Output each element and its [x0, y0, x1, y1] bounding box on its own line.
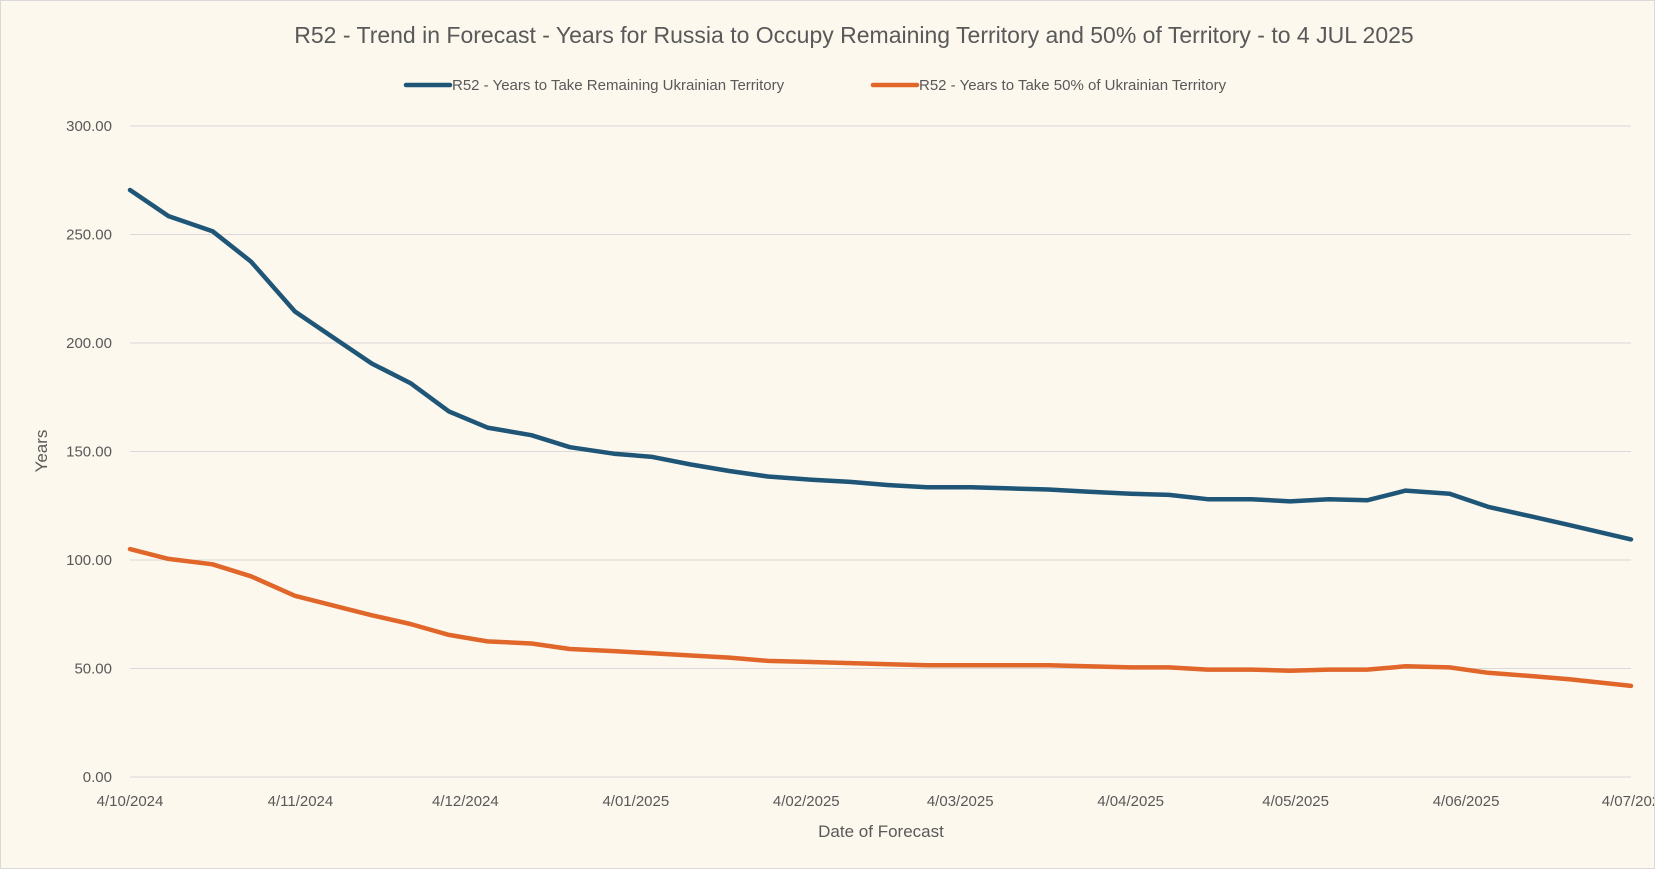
series-line-2[interactable]: [130, 549, 1631, 686]
chart-title: R52 - Trend in Forecast - Years for Russ…: [294, 22, 1413, 48]
legend-item-series-1[interactable]: R52 - Years to Take Remaining Ukrainian …: [406, 77, 785, 94]
x-tick-label: 4/01/2025: [602, 793, 669, 810]
legend-label-series-2: R52 - Years to Take 50% of Ukrainian Ter…: [919, 77, 1227, 94]
x-axis-ticks: 4/10/2024 4/11/2024 4/12/2024 4/01/2025 4/02…: [97, 793, 1654, 810]
x-axis-label: Date of Forecast: [818, 822, 944, 841]
legend: R52 - Years to Take Remaining Ukrainian …: [406, 77, 1227, 94]
x-tick-label: 4/06/2025: [1433, 793, 1500, 810]
y-tick-label: 300.00: [66, 118, 112, 135]
gridlines: [130, 126, 1631, 777]
y-tick-label: 100.00: [66, 552, 112, 569]
y-tick-label: 0.00: [83, 769, 112, 786]
legend-label-series-1: R52 - Years to Take Remaining Ukrainian …: [452, 77, 785, 94]
x-tick-label: 4/10/2024: [97, 793, 164, 810]
y-tick-label: 50.00: [74, 661, 112, 678]
legend-item-series-2[interactable]: R52 - Years to Take 50% of Ukrainian Ter…: [873, 77, 1227, 94]
y-axis-ticks: 0.00 50.00 100.00 150.00 200.00 250.00 300.00: [66, 118, 112, 786]
series-line-1[interactable]: [130, 190, 1631, 539]
y-axis-label: Years: [32, 430, 51, 473]
y-tick-label: 200.00: [66, 335, 112, 352]
x-tick-label: 4/05/2025: [1262, 793, 1329, 810]
x-tick-label: 4/11/2024: [268, 793, 334, 810]
x-tick-label: 4/03/2025: [927, 793, 994, 810]
plot-series: [130, 190, 1631, 686]
x-tick-label: 4/12/2024: [432, 793, 499, 810]
x-tick-label: 4/04/2025: [1097, 793, 1164, 810]
y-tick-label: 250.00: [66, 227, 112, 244]
x-tick-label: 4/07/202: [1602, 793, 1654, 810]
x-tick-label: 4/02/2025: [773, 793, 840, 810]
y-tick-label: 150.00: [66, 444, 112, 461]
